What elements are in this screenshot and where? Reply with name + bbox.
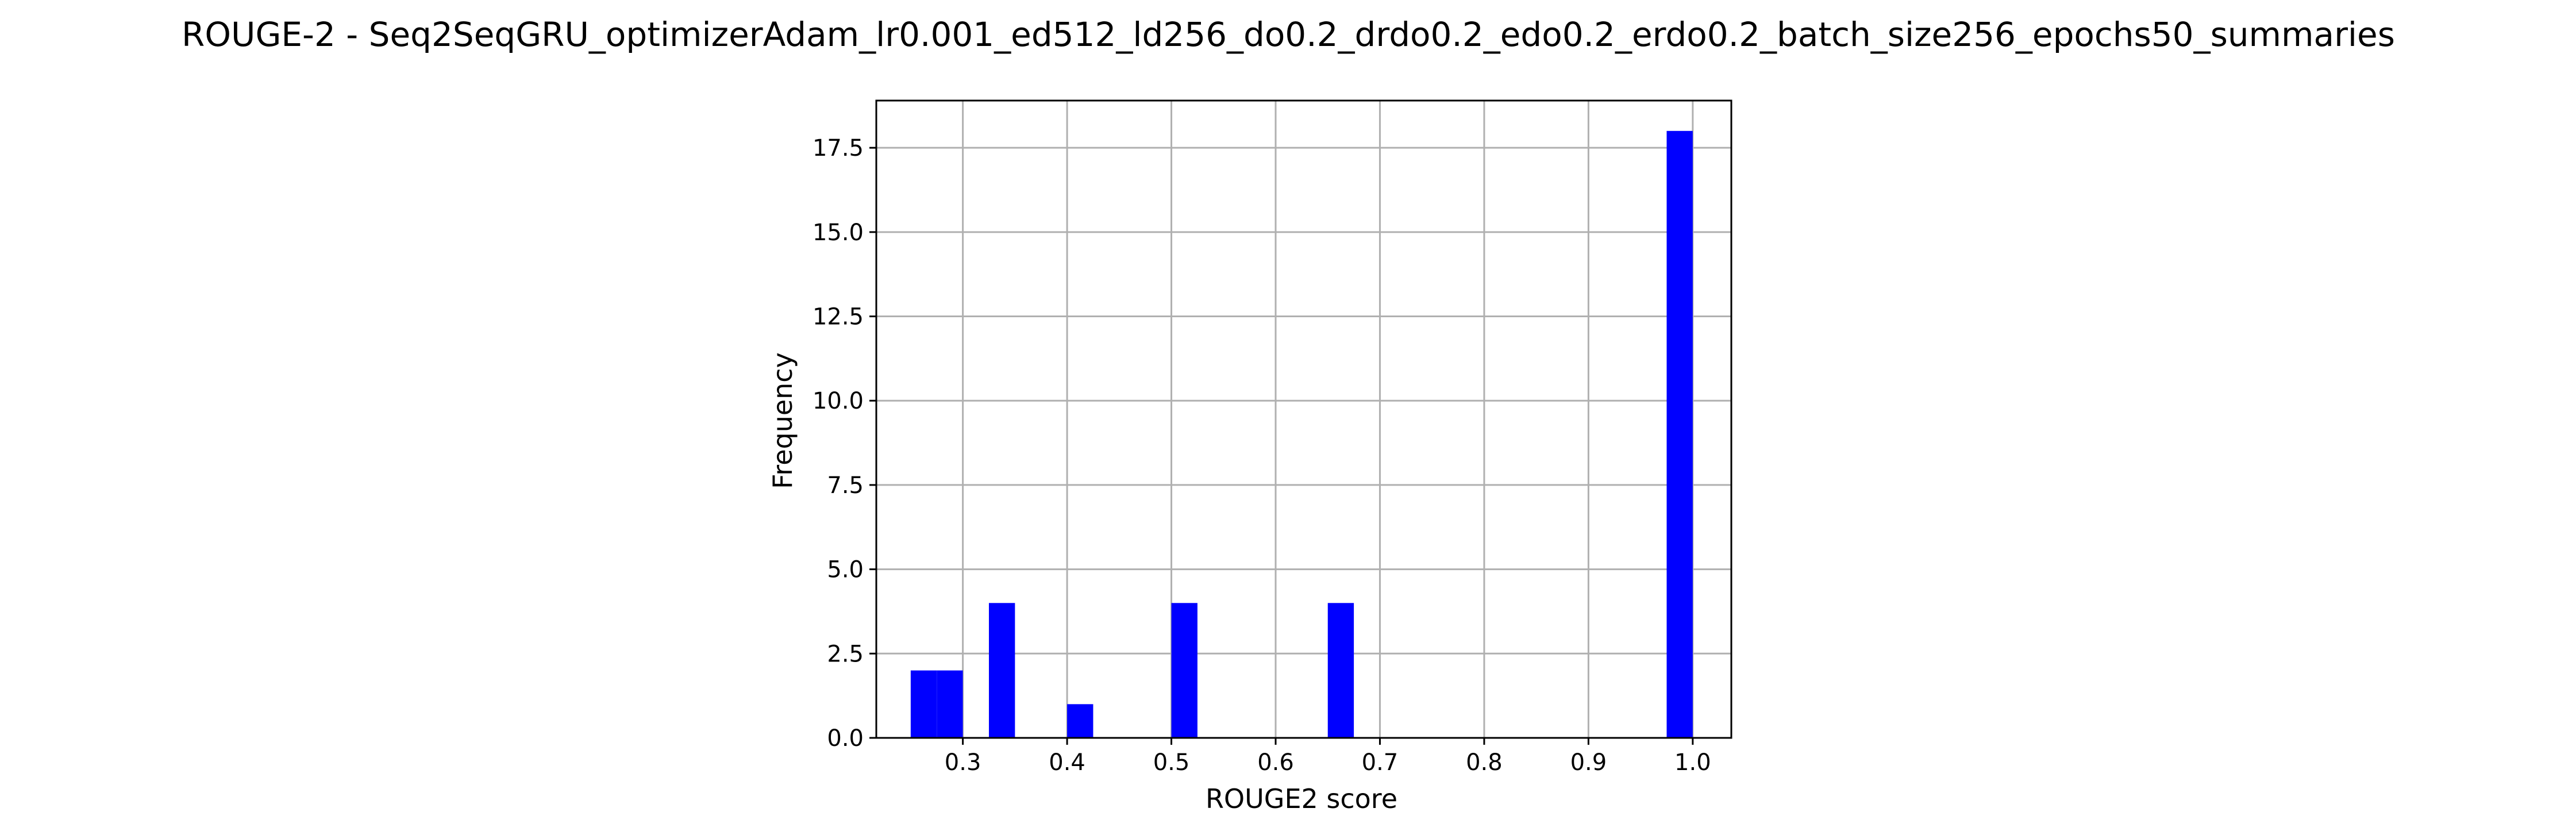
plot-frame (875, 99, 1732, 739)
histogram-bar-2 (988, 603, 1015, 738)
axes (875, 99, 1732, 739)
histogram-bar-5 (1327, 603, 1354, 738)
x-axis-ticks: 0.3 0.4 0.5 0.6 0.7 0.8 0.9 1.0 (945, 738, 1711, 776)
x-tick-label: 0.6 (1257, 749, 1294, 776)
x-tick-label: 1.0 (1674, 749, 1711, 776)
y-tick-label: 10.0 (813, 388, 864, 414)
x-tick-label: 0.5 (1153, 749, 1190, 776)
y-tick-label: 0.0 (827, 725, 864, 752)
y-tick-label: 17.5 (813, 135, 864, 161)
chart-title: ROUGE-2 - Seq2SeqGRU_optimizerAdam_lr0.0… (182, 15, 2395, 54)
y-tick-label: 15.0 (813, 220, 864, 246)
y-tick-label: 2.5 (827, 641, 864, 667)
histogram-bar-4 (1171, 603, 1197, 738)
histogram-bar-0 (910, 670, 937, 738)
histogram-bar-1 (937, 670, 963, 738)
y-tick-label: 7.5 (827, 472, 864, 499)
x-axis-label: ROUGE2 score (1206, 783, 1397, 814)
y-axis-label: Frequency (767, 352, 798, 489)
x-tick-label: 0.7 (1362, 749, 1399, 776)
x-tick-label: 0.8 (1466, 749, 1503, 776)
x-tick-label: 0.9 (1570, 749, 1607, 776)
histogram-bars (910, 130, 1693, 738)
y-tick-label: 12.5 (813, 304, 864, 330)
x-tick-label: 0.4 (1049, 749, 1085, 776)
y-tick-label: 5.0 (827, 557, 864, 583)
grid-lines (876, 101, 1731, 739)
histogram-bar-3 (1067, 704, 1093, 738)
y-axis-ticks: 0.0 2.5 5.0 7.5 10.0 12.5 15.0 17.5 (813, 135, 876, 752)
x-tick-label: 0.3 (945, 749, 981, 776)
histogram-bar-6 (1666, 130, 1693, 738)
